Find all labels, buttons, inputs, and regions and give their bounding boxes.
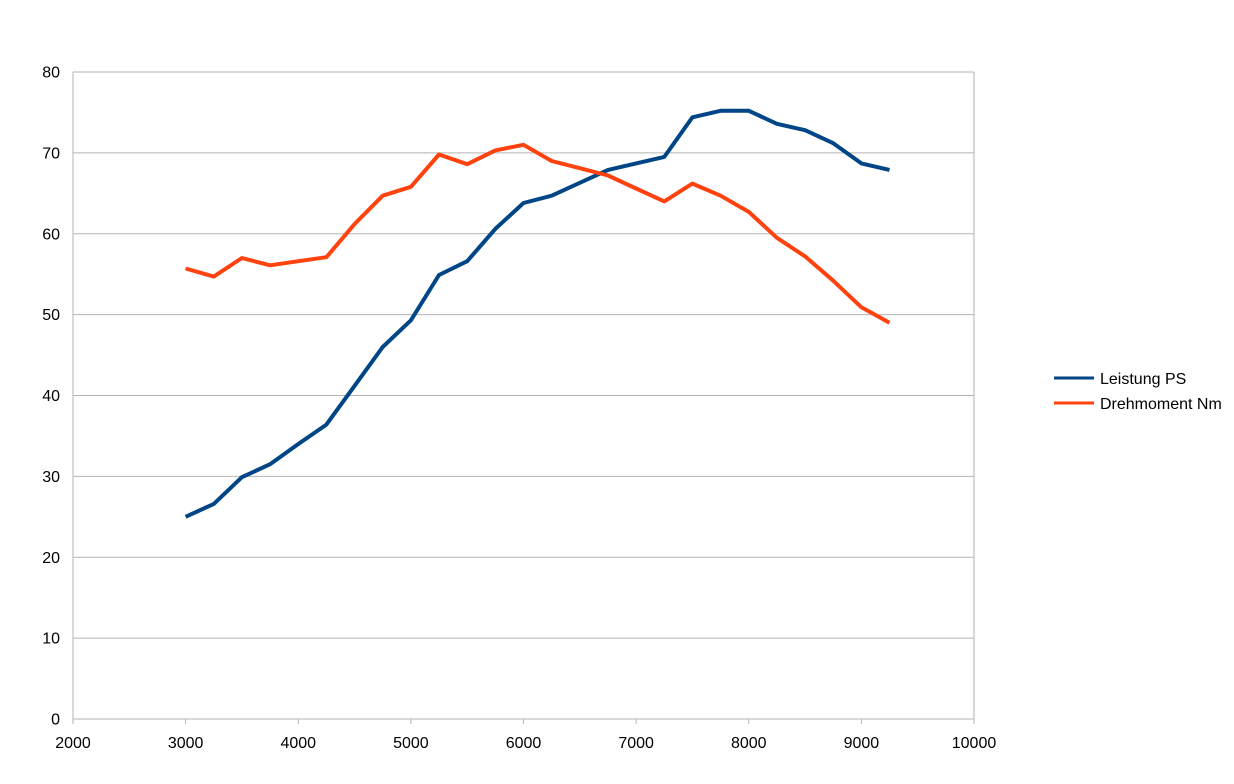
x-tick-label: 3000 bbox=[168, 735, 204, 752]
y-tick-label: 30 bbox=[42, 469, 60, 486]
y-tick-label: 70 bbox=[42, 145, 60, 162]
y-tick-label: 50 bbox=[42, 307, 60, 324]
y-tick-label: 60 bbox=[42, 226, 60, 243]
y-tick-label: 0 bbox=[51, 712, 60, 729]
x-tick-label: 10000 bbox=[952, 735, 997, 752]
series-line-0 bbox=[184, 108, 890, 519]
x-tick-label: 6000 bbox=[506, 735, 542, 752]
y-tick-label: 10 bbox=[42, 631, 60, 648]
x-tick-label: 4000 bbox=[280, 735, 316, 752]
x-tick-label: 5000 bbox=[393, 735, 429, 752]
x-tick-label: 7000 bbox=[618, 735, 654, 752]
legend-label-0: Leistung PS bbox=[1100, 371, 1186, 388]
y-tick-label: 40 bbox=[42, 388, 60, 405]
grid-lines bbox=[72, 71, 975, 720]
series-lines bbox=[184, 108, 891, 519]
y-tick-label: 20 bbox=[42, 550, 60, 567]
axes: 0 10 20 30 40 50 60 70 80 2000 3000 4000 5000 6000 700… bbox=[42, 65, 996, 753]
legend: Leistung PS Drehmoment Nm bbox=[1054, 371, 1222, 413]
x-tick-label: 8000 bbox=[731, 735, 767, 752]
x-tick-label: 9000 bbox=[844, 735, 880, 752]
x-tick-label: 2000 bbox=[55, 735, 91, 752]
series-line-1 bbox=[185, 142, 891, 325]
y-tick-label: 80 bbox=[42, 65, 60, 82]
legend-label-1: Drehmoment Nm bbox=[1100, 396, 1222, 413]
